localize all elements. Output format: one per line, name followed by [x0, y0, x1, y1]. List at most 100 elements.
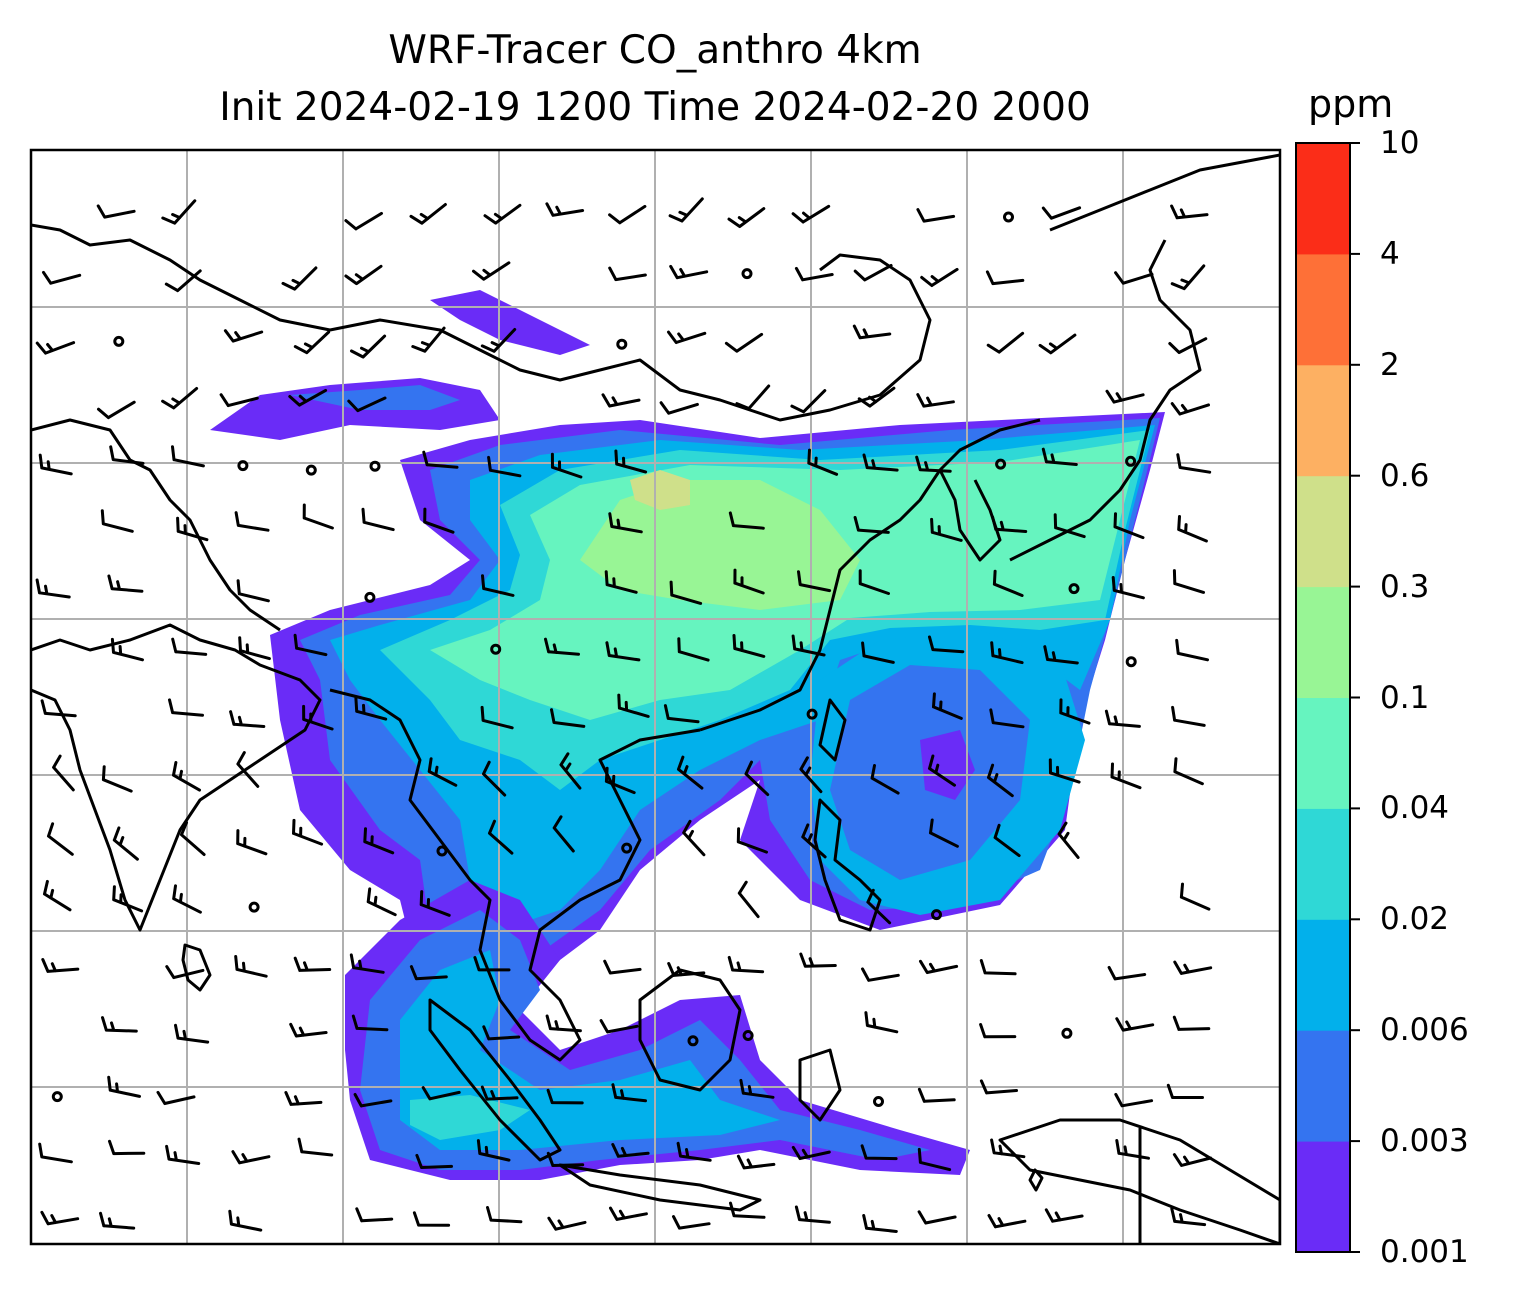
- wind-barb: [609, 1206, 648, 1221]
- wind-barb: [732, 634, 766, 658]
- wind-barb: [412, 1211, 451, 1227]
- wind-barb: [161, 199, 197, 225]
- wind-barb: [739, 1078, 775, 1099]
- wind-barb: [174, 1023, 210, 1044]
- wind-barb: [669, 580, 703, 605]
- map-border: [29, 148, 1282, 1246]
- wind-barb: [1173, 757, 1204, 786]
- wind-barb: [736, 827, 768, 854]
- plume-north-streak-2: [290, 385, 460, 410]
- wind-barb: [919, 959, 959, 974]
- wind-barb: [1170, 402, 1210, 416]
- wind-barb: [1110, 762, 1142, 790]
- wind-barb: [1170, 204, 1209, 220]
- wind-barb: [164, 269, 202, 293]
- wind-barb: [238, 636, 271, 661]
- wind-barb: [165, 965, 205, 980]
- wind-barb: [176, 516, 209, 542]
- colorbar-swatch: [1296, 697, 1350, 809]
- wind-barb: [40, 1210, 80, 1226]
- wind-barb: [1176, 453, 1212, 474]
- wind-barb: [171, 637, 208, 656]
- calm-wind-marker: [806, 708, 818, 720]
- wind-barb: [355, 1207, 394, 1223]
- wind-barb: [482, 1025, 521, 1041]
- coastline-island-small: [1028, 1168, 1044, 1192]
- wind-barb: [43, 879, 72, 912]
- wind-barb: [419, 890, 451, 917]
- wind-barb: [669, 264, 709, 280]
- wind-barb: [1107, 965, 1147, 981]
- wind-barb: [601, 393, 641, 408]
- wind-barb: [807, 448, 839, 476]
- wind-barb: [1175, 638, 1209, 662]
- wind-barb: [292, 818, 324, 846]
- wind-barb: [1173, 960, 1213, 975]
- wind-barb: [427, 757, 458, 787]
- wind-barb: [676, 1141, 712, 1162]
- wind-barb: [480, 705, 514, 730]
- wind-barb: [930, 517, 963, 542]
- plume-pacific-swirl-core: [920, 730, 975, 800]
- wind-barb: [486, 1206, 523, 1224]
- wind-barb: [1114, 271, 1154, 285]
- wind-barb: [42, 270, 82, 285]
- coastline-japan: [1009, 239, 1202, 562]
- wind-barb: [608, 512, 643, 534]
- wind-barb: [857, 386, 896, 408]
- wind-barb: [993, 823, 1021, 858]
- wind-barb: [231, 1150, 271, 1165]
- wind-barb: [614, 449, 648, 474]
- wind-barb: [611, 1143, 650, 1158]
- colorbar-unit-label: ppm: [1308, 82, 1394, 126]
- wind-barb: [917, 1147, 952, 1172]
- wind-barb: [112, 885, 144, 913]
- wind-barb: [35, 578, 71, 599]
- wind-barb: [52, 754, 75, 792]
- colorbar-tick-label: 2: [1380, 346, 1400, 383]
- wind-barb: [1170, 264, 1206, 291]
- wind-barb: [110, 637, 144, 662]
- wind-barb: [1171, 705, 1206, 727]
- wind-barb: [288, 388, 328, 407]
- wind-barb: [790, 389, 827, 414]
- wind-barb: [545, 202, 585, 217]
- wind-barb: [794, 266, 834, 282]
- coastline-sulawesi: [798, 1048, 842, 1122]
- wind-barb: [112, 826, 139, 861]
- wind-barb: [40, 699, 77, 718]
- wind-barb: [1053, 513, 1086, 539]
- wind-barb: [604, 766, 636, 795]
- wind-barb: [421, 1086, 461, 1101]
- wind-barb: [156, 1090, 196, 1105]
- map-plot-area: [31, 150, 1280, 1244]
- wind-barb: [289, 1022, 328, 1038]
- coastline-taiwan: [818, 698, 847, 762]
- wind-barb: [1168, 337, 1208, 354]
- wind-barb: [1113, 512, 1145, 540]
- plume-main-north-max: [630, 470, 690, 510]
- wind-barb: [605, 641, 641, 662]
- wind-barb: [1038, 333, 1077, 355]
- wind-barb: [989, 708, 1025, 729]
- wind-barb: [101, 1016, 138, 1033]
- calm-wind-marker: [51, 1091, 63, 1103]
- calm-wind-marker: [995, 458, 1007, 470]
- calm-wind-marker: [687, 1035, 699, 1047]
- wind-barb: [353, 1093, 393, 1108]
- wind-barb: [990, 641, 1024, 665]
- wind-barb: [986, 331, 1025, 354]
- wind-barb: [737, 880, 760, 919]
- map-title-line-1: WRF-Tracer CO_anthro 4km: [388, 28, 922, 73]
- wind-barb: [219, 393, 259, 408]
- wind-barb: [979, 1079, 1018, 1095]
- calm-wind-marker: [369, 460, 381, 472]
- wind-barb: [284, 1091, 323, 1106]
- colorbar-swatch: [1296, 586, 1350, 698]
- calm-wind-marker: [1003, 211, 1014, 223]
- wind-barb: [1043, 645, 1079, 665]
- wind-barb: [990, 1138, 1026, 1159]
- wind-barb: [559, 752, 582, 790]
- wind-barb: [663, 704, 700, 724]
- wind-barb: [667, 330, 707, 344]
